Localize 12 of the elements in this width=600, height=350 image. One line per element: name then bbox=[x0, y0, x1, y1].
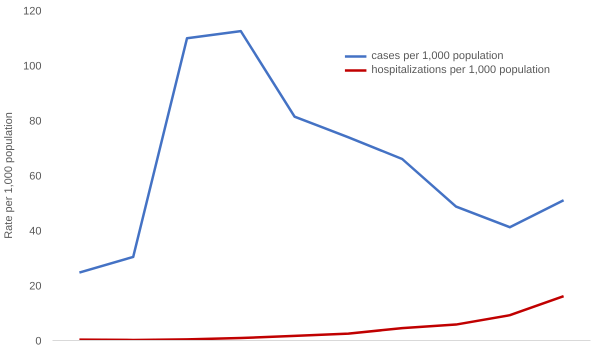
legend-label: cases per 1,000 population bbox=[371, 50, 504, 62]
y-tick-label: 80 bbox=[29, 116, 42, 128]
y-tick-label: 100 bbox=[23, 60, 42, 72]
y-tick-label: 120 bbox=[23, 6, 42, 18]
y-axis-title: Rate per 1,000 population bbox=[3, 112, 16, 239]
legend-label: hospitalizations per 1,000 population bbox=[371, 64, 550, 76]
y-tick-label: 0 bbox=[35, 336, 42, 348]
y-tick-label: 20 bbox=[29, 280, 42, 292]
line-series bbox=[78, 294, 565, 340]
y-tick-label: 40 bbox=[29, 226, 42, 238]
y-tick-label: 60 bbox=[29, 170, 42, 182]
line-series bbox=[78, 30, 565, 274]
